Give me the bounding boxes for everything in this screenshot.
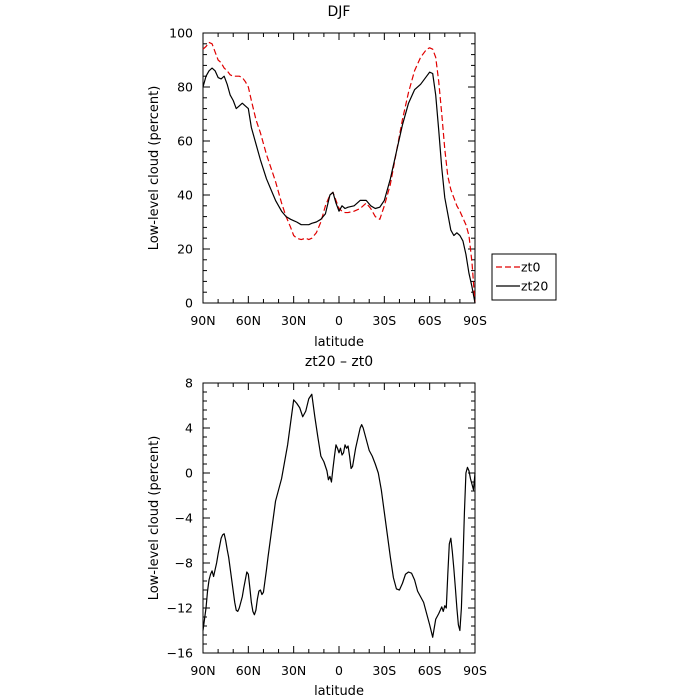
y-tick-label: 40 xyxy=(177,188,193,203)
axes: 90N 60N 30N 0 30S 60S 90S −16 −12 −8 −4 0 4 8 xyxy=(167,376,487,679)
x-tick-label: 60S xyxy=(418,313,442,328)
legend-label-zt0: zt0 xyxy=(521,260,540,275)
x-tick-label: 30S xyxy=(372,663,396,678)
series-group xyxy=(202,393,476,638)
series-line-zt20 xyxy=(202,67,476,304)
x-tick-label: 60N xyxy=(236,663,261,678)
x-tick-label: 90N xyxy=(190,663,215,678)
y-tick-label: 0 xyxy=(185,466,193,481)
y-tick-label: 20 xyxy=(177,242,193,257)
y-tick-label: −8 xyxy=(175,556,193,571)
y-tick-label: 8 xyxy=(185,376,193,391)
x-tick-label: 0 xyxy=(335,313,343,328)
x-tick-label: 0 xyxy=(335,663,343,678)
y-tick-label: −16 xyxy=(167,646,193,661)
legend: zt0 zt20 xyxy=(491,253,557,301)
panel-difference: zt20 – zt0 90N 60N 30N 0 30S 60S 90S −16 −12 −8 −4… xyxy=(147,354,487,699)
legend-label-zt20: zt20 xyxy=(521,279,548,294)
y-tick-label: 4 xyxy=(185,421,193,436)
axes: 90N 60N 30N 0 30S 60S 90S 0 20 40 60 80 100 xyxy=(169,26,487,329)
plot-frame xyxy=(202,382,476,654)
x-axis-label: latitude xyxy=(314,684,364,699)
y-axis-label: Low-level cloud (percent) xyxy=(147,436,162,601)
y-tick-label: 0 xyxy=(185,296,193,311)
chart-title: zt20 – zt0 xyxy=(305,354,373,370)
plot-frame xyxy=(202,32,476,304)
chart-title: DJF xyxy=(328,4,351,20)
y-tick-label: −12 xyxy=(167,601,193,616)
y-tick-label: 100 xyxy=(169,26,193,41)
y-tick-label: 80 xyxy=(177,80,193,95)
x-tick-label: 30N xyxy=(281,313,306,328)
x-tick-label: 30S xyxy=(372,313,396,328)
y-tick-label: −4 xyxy=(175,511,193,526)
x-tick-label: 90N xyxy=(190,313,215,328)
x-tick-label: 60N xyxy=(236,313,261,328)
legend-box xyxy=(491,253,557,301)
series-group xyxy=(202,41,476,304)
x-tick-label: 30N xyxy=(281,663,306,678)
x-tick-label: 60S xyxy=(418,663,442,678)
x-tick-label: 90S xyxy=(463,313,487,328)
x-tick-label: 90S xyxy=(463,663,487,678)
series-line-difference xyxy=(202,393,476,638)
y-tick-label: 60 xyxy=(177,134,193,149)
y-axis-label: Low-level cloud (percent) xyxy=(147,86,162,251)
x-axis-label: latitude xyxy=(314,335,364,350)
panel-djf: DJF 90N 60N 30N 0 30S 60S 90S 0 20 40 60 80 100 lati… xyxy=(147,4,557,350)
